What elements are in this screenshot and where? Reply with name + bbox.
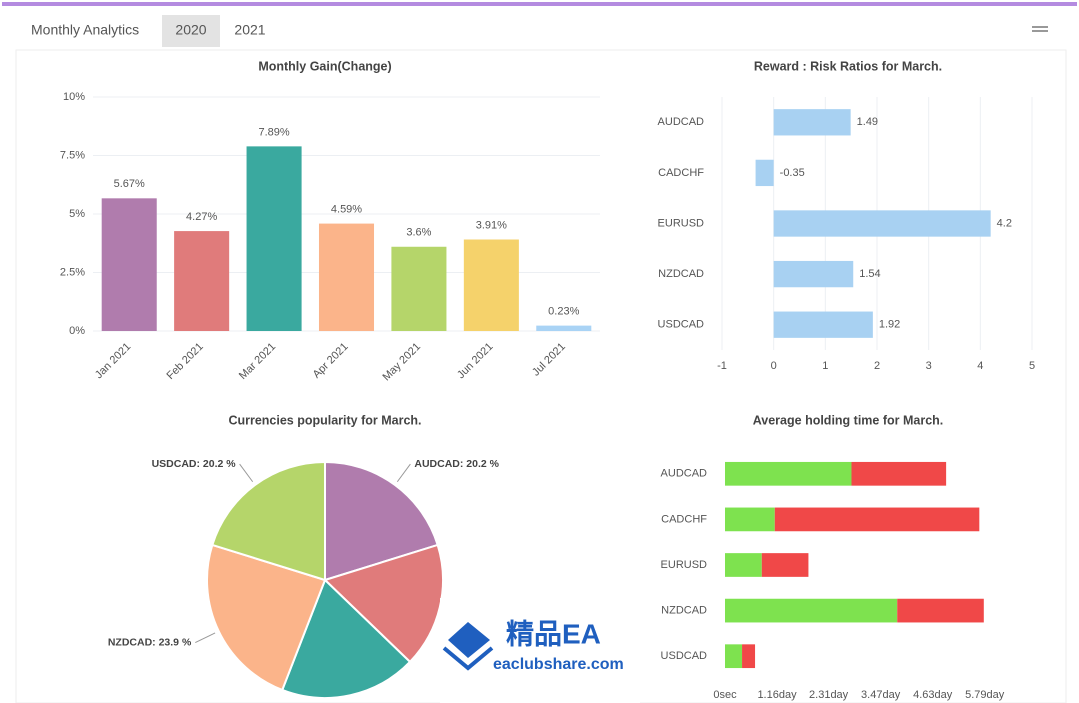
watermark-logo [448, 622, 490, 658]
y-tick-label: AUDCAD [661, 468, 708, 480]
bar [246, 146, 302, 331]
menu-icon[interactable] [1032, 26, 1048, 32]
bar-segment [725, 461, 852, 486]
x-tick-label: 4 [977, 360, 983, 372]
value-label: 4.27% [186, 211, 217, 223]
x-tick-label: 5 [1029, 360, 1035, 372]
tab[interactable]: 2020 [175, 22, 206, 38]
y-tick-label: 0% [69, 325, 85, 337]
x-tick-label: 1 [822, 360, 828, 372]
y-tick-label: 7.5% [60, 149, 85, 161]
value-label: 7.89% [258, 126, 289, 138]
y-tick-label: 2.5% [60, 266, 85, 278]
x-tick-label: 2.31day [809, 689, 849, 701]
value-label: 5.67% [114, 178, 145, 190]
x-tick-label: 3 [926, 360, 932, 372]
leader-line [195, 632, 216, 643]
chart-title: Monthly Gain(Change) [258, 59, 391, 73]
value-label: 1.54 [859, 268, 880, 280]
slice-label: AUDCAD: 20.2 % [414, 458, 499, 470]
chart-title: Currencies popularity for March. [228, 413, 421, 427]
watermark-title: 精品EA [506, 618, 601, 649]
bar-segment [761, 553, 809, 577]
watermark: 精品EA eaclubshare.com [440, 598, 640, 703]
value-label: 3.6% [406, 227, 431, 239]
bar-segment [851, 461, 947, 486]
bar-segment [725, 553, 762, 577]
bar [773, 260, 854, 288]
watermark-url: eaclubshare.com [493, 656, 624, 673]
bar [773, 311, 873, 338]
bar [101, 198, 157, 331]
x-tick-label: 1.16day [757, 689, 797, 701]
bar-segment [897, 598, 984, 623]
value-label: 1.49 [857, 116, 878, 128]
value-label: -0.35 [780, 167, 805, 179]
tab-active[interactable] [162, 15, 220, 47]
x-tick-label: 0sec [713, 689, 737, 701]
leader-line [396, 463, 411, 483]
x-tick-label: 5.79day [965, 689, 1005, 701]
x-tick-label: 3.47day [861, 689, 901, 701]
y-tick-label: USDCAD [658, 319, 705, 331]
bar-segment [774, 507, 980, 532]
watermark-logo [442, 646, 494, 671]
x-tick-label: 2 [874, 360, 880, 372]
y-tick-label: EURUSD [661, 559, 708, 571]
chart-title: Average holding time for March. [753, 413, 944, 427]
x-tick-label: 4.63day [913, 689, 953, 701]
chart-title: Reward : Risk Ratios for March. [754, 59, 942, 73]
value-label: 1.92 [879, 319, 900, 331]
bar [318, 223, 375, 331]
value-label: 4.59% [331, 204, 362, 216]
slice-label: NZDCAD: 23.9 % [108, 636, 192, 648]
top-border [2, 2, 1077, 6]
y-tick-label: AUDCAD [658, 116, 705, 128]
y-tick-label: EURUSD [658, 217, 705, 229]
y-tick-label: CADCHF [661, 513, 707, 525]
pie-slice [324, 460, 439, 582]
bar-segment [742, 644, 756, 669]
bar [463, 239, 519, 331]
slice-label: USDCAD: 20.2 % [152, 458, 237, 470]
pie-slice [206, 543, 327, 692]
bar-segment [725, 507, 775, 532]
y-tick-label: CADCHF [658, 167, 704, 179]
x-tick-label: -1 [717, 360, 727, 372]
bar [174, 231, 230, 331]
bar-segment [725, 644, 743, 669]
y-tick-label: NZDCAD [658, 268, 704, 280]
bar [773, 109, 851, 136]
tab[interactable]: 2021 [234, 22, 265, 38]
y-tick-label: NZDCAD [661, 605, 707, 617]
panel [15, 49, 1067, 703]
leader-line [239, 463, 254, 483]
value-label: 0.23% [548, 306, 579, 318]
value-label: 4.2 [997, 217, 1012, 229]
bar [536, 325, 592, 331]
y-tick-label: 5% [69, 208, 85, 220]
bar-segment [725, 598, 898, 623]
y-tick-label: USDCAD [661, 650, 708, 662]
x-tick-label: 0 [771, 360, 777, 372]
panel-title: Monthly Analytics [31, 22, 139, 38]
pie-slice [211, 460, 326, 582]
bar [391, 246, 447, 331]
y-tick-label: 10% [63, 91, 85, 103]
pie-slice [323, 543, 444, 664]
value-label: 3.91% [476, 219, 507, 231]
bar [755, 159, 774, 187]
bar [773, 210, 991, 237]
